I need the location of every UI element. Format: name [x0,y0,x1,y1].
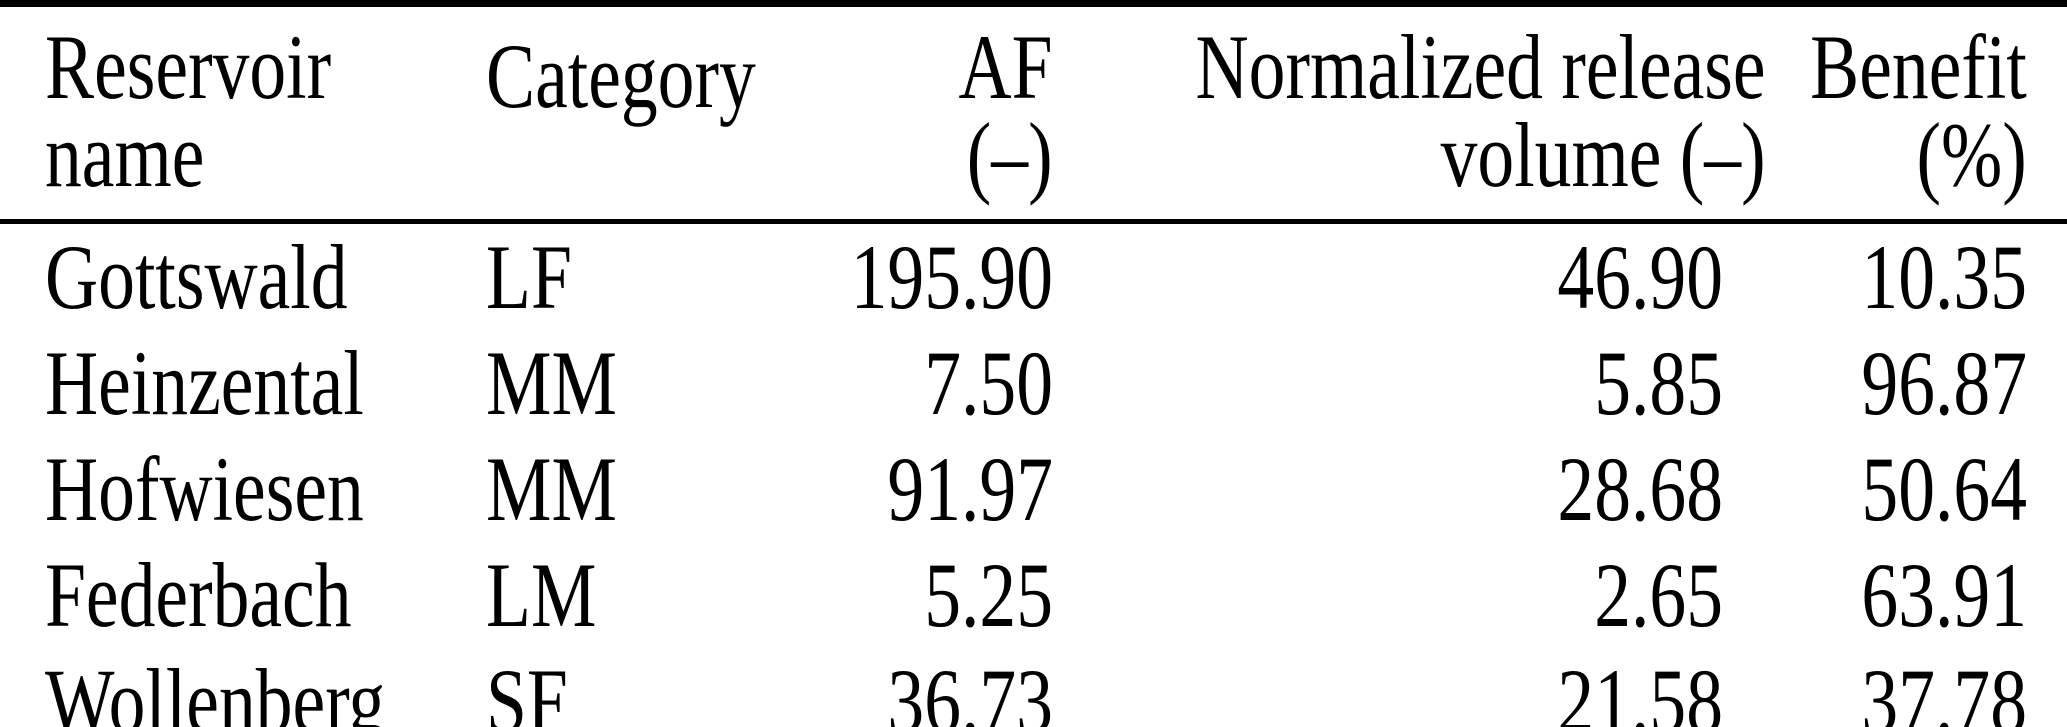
cell-category: LF [486,226,572,328]
cell-category: SF [486,650,568,727]
header-line: Reservoir [45,16,332,118]
cell-reservoir-name: Wollenberg [45,650,386,727]
table-row: Gottswald LF 195.90 46.90 10.35 [0,222,2067,331]
table-row: Federbach LM 5.25 2.65 63.91 [0,542,2067,648]
header-line: Benefit [1810,16,2027,118]
header-line: Normalized release [1195,16,1766,118]
column-header-category: Category [480,4,756,222]
column-header-normalized-release-volume: Normalized release volume (–) [1053,4,1766,222]
cell-normalized-release-volume: 21.58 [1557,650,1723,727]
cell-category: MM [486,438,617,540]
column-header-af: AF (–) [720,4,1053,222]
cell-normalized-release-volume: 2.65 [1594,544,1723,646]
cell-category: LM [486,544,597,646]
cell-benefit: 10.35 [1861,226,2027,328]
header-line: volume (–) [1440,104,1766,206]
column-header-reservoir-name: Reservoir name [0,4,480,222]
cell-benefit: 63.91 [1861,544,2027,646]
table-row: Hofwiesen MM 91.97 28.68 50.64 [0,436,2067,542]
column-header-benefit: Benefit (%) [1723,4,2067,222]
cell-reservoir-name: Federbach [45,544,352,646]
cell-af: 5.25 [924,544,1053,646]
header-line: Category [486,25,756,127]
header-line: (%) [1916,104,2027,206]
table-row: Wollenberg SF 36.73 21.58 37.78 [0,648,2067,727]
header-line: (–) [967,104,1053,206]
header-row: Reservoir name Category AF (–) [0,3,2067,222]
cell-af: 91.97 [887,438,1053,540]
cell-reservoir-name: Hofwiesen [45,438,364,540]
cell-af: 195.90 [850,226,1053,328]
header-line: name [45,104,205,206]
cell-benefit: 37.78 [1861,650,2027,727]
cell-normalized-release-volume: 5.85 [1594,332,1723,434]
cell-benefit: 96.87 [1861,332,2027,434]
cell-benefit: 50.64 [1861,438,2027,540]
cell-reservoir-name: Gottswald [45,226,348,328]
cell-af: 36.73 [887,650,1053,727]
cell-normalized-release-volume: 46.90 [1557,226,1723,328]
cell-reservoir-name: Heinzental [45,332,364,434]
cell-af: 7.50 [924,332,1053,434]
table-row: Heinzental MM 7.50 5.85 96.87 [0,330,2067,436]
header-line: AF [958,16,1053,118]
cell-category: MM [486,332,617,434]
cell-normalized-release-volume: 28.68 [1557,438,1723,540]
